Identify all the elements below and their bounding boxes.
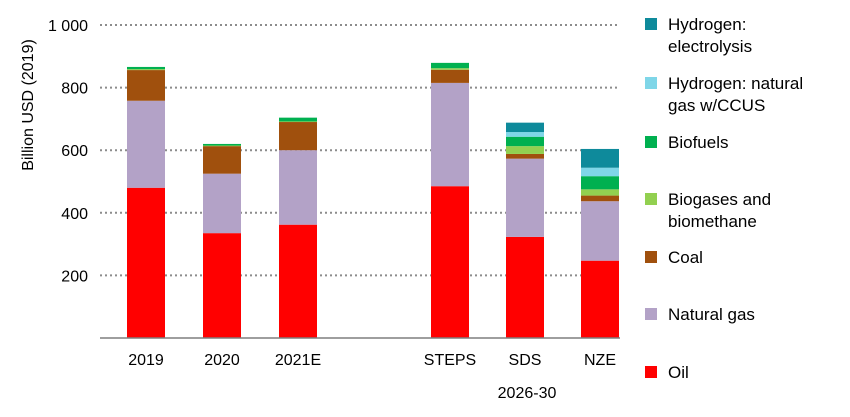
bar-segment-2020-coal xyxy=(203,146,241,174)
bar-segment-2019-biofuels xyxy=(127,66,165,70)
bar-segment-2021e-coal xyxy=(279,122,317,151)
legend-label-coal: Coal xyxy=(668,248,703,267)
bar-segment-2021e-biofuels xyxy=(279,117,317,122)
legend-swatch-biofuels xyxy=(645,136,657,148)
legend-label-hydrogen-electrolysis: Hydrogen: electrolysis xyxy=(668,15,752,56)
x-tick-label-2021e: 2021E xyxy=(275,352,321,369)
bar-segment-2019-natural-gas xyxy=(127,100,165,188)
bar-segment-2021e-oil xyxy=(279,224,317,338)
bar-segment-2019-oil xyxy=(127,187,165,338)
legend-label-biofuels: Biofuels xyxy=(668,133,728,152)
y-tick-label-200: 200 xyxy=(61,268,88,285)
legend-swatch-biogases-and-biomethane xyxy=(645,193,657,205)
bar-segment-2019-coal xyxy=(127,70,165,101)
bar-segment-nze-coal xyxy=(581,195,619,202)
legend-label-natural-gas: Natural gas xyxy=(668,305,755,324)
bar-segment-steps-oil xyxy=(431,186,469,338)
bar-segment-sds-coal xyxy=(506,153,544,159)
group-label-2026-30: 2026-30 xyxy=(498,385,557,402)
x-tick-label-nze: NZE xyxy=(584,352,616,369)
bar-segment-sds-hydrogen-electrolysis xyxy=(506,122,544,133)
bar-segment-steps-natural-gas xyxy=(431,82,469,187)
bar-segment-nze-biofuels xyxy=(581,176,619,190)
legend-swatch-natural-gas xyxy=(645,308,657,320)
y-tick-label-1000: 1 000 xyxy=(48,18,88,35)
x-tick-label-sds: SDS xyxy=(509,352,542,369)
bar-segment-sds-oil xyxy=(506,236,544,338)
x-tick-label-2020: 2020 xyxy=(204,352,240,369)
bar-segment-nze-oil xyxy=(581,260,619,338)
bar-segment-2020-biogases-and-biomethane xyxy=(203,145,241,147)
legend-label-oil: Oil xyxy=(668,363,689,382)
bar-segment-2020-oil xyxy=(203,233,241,338)
x-tick-label-steps: STEPS xyxy=(424,352,476,369)
y-tick-label-800: 800 xyxy=(61,81,88,98)
y-tick-label-600: 600 xyxy=(61,143,88,160)
legend-label-hydrogen-natural-gas-w-ccus: Hydrogen: natural gas w/CCUS xyxy=(668,74,803,115)
bar-segment-sds-biofuels xyxy=(506,136,544,147)
bar-segment-sds-natural-gas xyxy=(506,158,544,237)
bar-segment-nze-biogases-and-biomethane xyxy=(581,189,619,196)
legend-swatch-hydrogen-natural-gas-w-ccus xyxy=(645,77,657,89)
legend-label-biogases-and-biomethane: Biogases and biomethane xyxy=(668,190,771,231)
y-axis-title: Billion USD (2019) xyxy=(20,39,37,171)
x-tick-label-2019: 2019 xyxy=(128,352,164,369)
bar-segment-2019-biogases-and-biomethane xyxy=(127,69,165,71)
bar-segment-2020-biofuels xyxy=(203,143,241,146)
y-tick-label-400: 400 xyxy=(61,206,88,223)
legend-swatch-hydrogen-electrolysis xyxy=(645,18,657,30)
bar-segment-2020-natural-gas xyxy=(203,173,241,234)
bar-segment-sds-hydrogen-natural-gas-w-ccus xyxy=(506,132,544,137)
bar-segment-steps-biofuels xyxy=(431,62,469,69)
bar-segment-nze-hydrogen-natural-gas-w-ccus xyxy=(581,167,619,177)
legend-swatch-oil xyxy=(645,366,657,378)
bar-segment-steps-coal xyxy=(431,69,469,83)
legend-swatch-coal xyxy=(645,251,657,263)
bar-segment-nze-natural-gas xyxy=(581,201,619,261)
bar-segment-nze-hydrogen-electrolysis xyxy=(581,148,619,168)
bar-segment-2021e-biogases-and-biomethane xyxy=(279,121,317,123)
bar-segment-steps-biogases-and-biomethane xyxy=(431,68,469,70)
bar-segment-sds-biogases-and-biomethane xyxy=(506,146,544,154)
bar-segment-2021e-natural-gas xyxy=(279,150,317,225)
